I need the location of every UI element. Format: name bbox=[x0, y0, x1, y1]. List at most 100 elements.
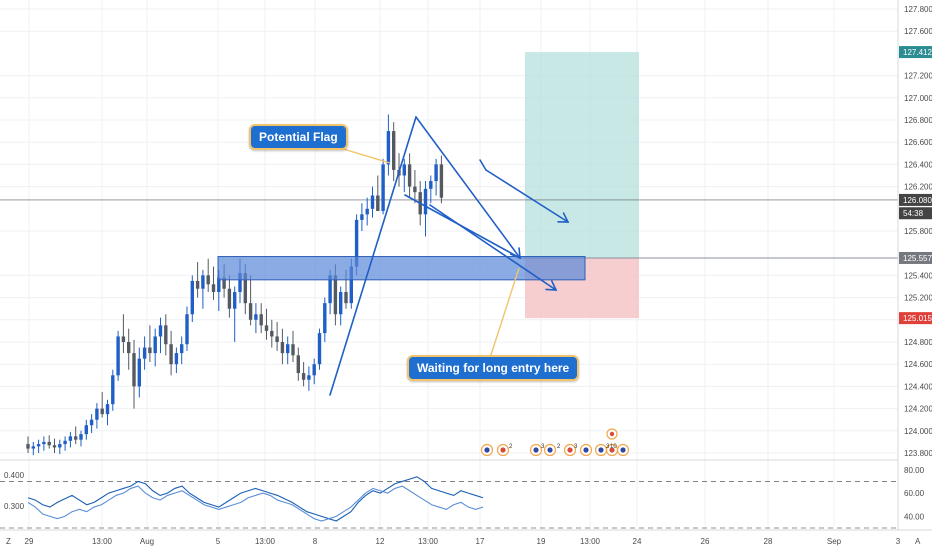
candle-body bbox=[360, 214, 364, 220]
candle-body bbox=[296, 355, 300, 374]
candle-body bbox=[354, 219, 359, 267]
oscillator-left-tick: 0.400 bbox=[4, 471, 25, 480]
event-markers[interactable]: 2 3 2 3 3 10 bbox=[480, 428, 630, 457]
candle-body bbox=[206, 275, 210, 285]
timezone-glyph[interactable]: Z bbox=[6, 537, 11, 546]
annotation-potential-flag[interactable]: Potential Flag bbox=[249, 124, 348, 150]
price-tick-label: 125.200 bbox=[904, 294, 932, 303]
projection-lower-line[interactable] bbox=[429, 204, 557, 291]
candle-body bbox=[127, 342, 131, 354]
flag-upper-line[interactable] bbox=[415, 116, 521, 259]
candle-body bbox=[280, 342, 285, 354]
candle-body bbox=[105, 404, 110, 415]
price-tick-label: 125.800 bbox=[904, 227, 932, 236]
event-marker-count: 3 bbox=[574, 444, 578, 450]
candle-body bbox=[121, 336, 126, 342]
time-axis[interactable]: 29 13:00 Aug 5 13:00 8 12 13:00 17 19 13:00 24 26 28 S… bbox=[25, 537, 901, 546]
candle-body bbox=[339, 292, 343, 315]
candle-body bbox=[434, 164, 438, 182]
candle-body bbox=[222, 277, 226, 289]
candle-body bbox=[365, 208, 369, 215]
flag-link-line[interactable] bbox=[479, 159, 487, 171]
candle-body bbox=[227, 288, 232, 309]
candle-body bbox=[307, 375, 311, 380]
candle-body bbox=[201, 275, 205, 289]
event-marker-dot bbox=[500, 447, 506, 453]
event-marker-dot bbox=[484, 447, 490, 453]
price-tick-label: 123.800 bbox=[904, 449, 932, 458]
demand-zone[interactable] bbox=[217, 256, 586, 281]
price-labels: 127.412 126.080 54:38 125.557 125.015 bbox=[899, 46, 932, 325]
candle-body bbox=[47, 441, 51, 446]
time-tick-label: 13:00 bbox=[418, 537, 439, 546]
candle-body bbox=[185, 314, 189, 345]
price-tick-label: 126.600 bbox=[904, 138, 932, 147]
oscillator-right-tick: 40.00 bbox=[904, 512, 925, 521]
candle-body bbox=[402, 164, 406, 176]
candle-body bbox=[58, 444, 62, 448]
event-marker-count: 10 bbox=[610, 444, 617, 450]
oscillator-left-tick: 0.300 bbox=[4, 502, 25, 511]
target-zone bbox=[525, 52, 639, 258]
price-axis[interactable]: 127.800 127.600 127.200 127.000 126.800 126.6… bbox=[904, 5, 932, 458]
time-tick-label: Aug bbox=[140, 537, 154, 546]
price-label-tag bbox=[899, 46, 932, 59]
event-marker-dot bbox=[620, 447, 626, 453]
trend-drawings[interactable] bbox=[329, 116, 570, 396]
arrowhead bbox=[557, 212, 570, 223]
event-marker-dot bbox=[609, 431, 615, 437]
auto-scale-toggle[interactable]: A bbox=[915, 537, 921, 546]
time-tick-label: 29 bbox=[25, 537, 34, 546]
arrowhead bbox=[545, 280, 558, 291]
price-label-text: 125.015 bbox=[903, 314, 932, 323]
candle-body bbox=[169, 344, 173, 365]
candle-body bbox=[259, 314, 263, 326]
candle-body bbox=[79, 434, 83, 440]
price-tick-label: 126.200 bbox=[904, 183, 932, 192]
candle-body bbox=[63, 440, 67, 445]
candle-body bbox=[286, 344, 290, 354]
event-marker-count: 2 bbox=[509, 444, 513, 450]
event-marker-count: 3 bbox=[606, 444, 610, 450]
candle-body bbox=[392, 131, 396, 170]
candle-body bbox=[164, 325, 168, 345]
time-tick-label: Sep bbox=[827, 537, 842, 546]
candle-body bbox=[132, 353, 136, 387]
price-label-tag bbox=[899, 207, 932, 220]
candle-body bbox=[174, 353, 179, 365]
oscillator-line bbox=[27, 485, 484, 522]
flag-pole-line[interactable] bbox=[329, 116, 417, 396]
candle-body bbox=[195, 280, 200, 289]
event-marker-count: 2 bbox=[557, 444, 561, 450]
time-tick-label: 8 bbox=[313, 537, 318, 546]
candle-body bbox=[36, 444, 41, 447]
candle-body bbox=[68, 436, 73, 441]
price-tick-label: 124.200 bbox=[904, 405, 932, 414]
candle-body bbox=[429, 181, 433, 189]
oscillator-axis: 0.400 0.300 80.00 60.00 40.00 bbox=[4, 466, 925, 522]
candle-body bbox=[386, 131, 391, 165]
candle-body bbox=[291, 344, 295, 356]
oscillator-line bbox=[27, 476, 484, 522]
candle-body bbox=[381, 164, 385, 212]
candle-body bbox=[333, 275, 338, 315]
candle-body bbox=[180, 344, 184, 354]
candle-body bbox=[52, 445, 57, 448]
price-tick-label: 126.400 bbox=[904, 160, 932, 169]
projection-upper-line[interactable] bbox=[485, 169, 569, 223]
candle-body bbox=[111, 375, 115, 405]
event-marker-dot bbox=[609, 447, 615, 453]
price-label-text: 126.080 bbox=[903, 196, 932, 205]
price-tick-label: 127.600 bbox=[904, 27, 932, 36]
candle-body bbox=[26, 444, 30, 449]
candle-body bbox=[137, 358, 141, 387]
price-label-tag bbox=[899, 251, 932, 264]
candle-body bbox=[370, 195, 375, 209]
candle-body bbox=[275, 336, 279, 342]
event-marker-dot bbox=[533, 447, 539, 453]
price-tick-label: 125.400 bbox=[904, 271, 932, 280]
candle-body bbox=[270, 330, 274, 337]
annotation-long-entry[interactable]: Waiting for long entry here bbox=[407, 355, 580, 381]
time-tick-label: 26 bbox=[701, 537, 710, 546]
